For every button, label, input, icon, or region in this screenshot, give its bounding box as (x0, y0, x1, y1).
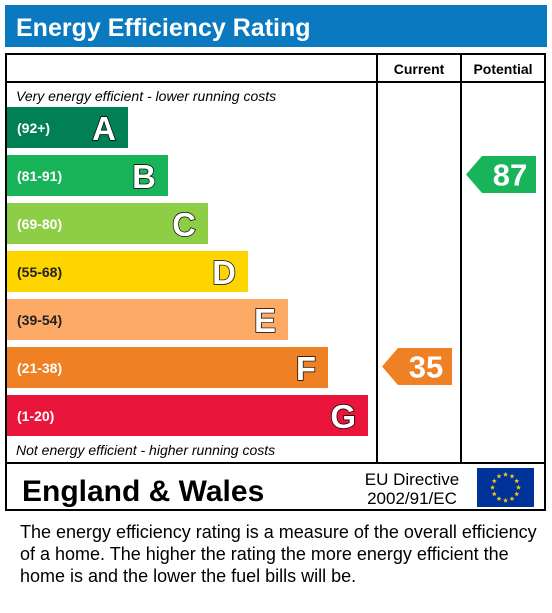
current-rating: 35 (382, 348, 452, 385)
band-range-f: (21-38) (17, 360, 62, 376)
band-d: (55-68) D (7, 251, 248, 292)
eu-star (490, 484, 495, 490)
band-bar-e (7, 299, 288, 340)
band-letter-e: E (254, 302, 276, 339)
band-bar-g (7, 395, 368, 436)
band-range-b: (81-91) (17, 168, 62, 184)
top-note: Very energy efficient - lower running co… (16, 88, 276, 104)
potential-rating-arrow (466, 156, 536, 193)
eu-star (509, 473, 515, 479)
eu-star (491, 478, 497, 484)
band-range-c: (69-80) (17, 216, 62, 232)
eu-star (491, 491, 497, 497)
rating-markers: 35 87 (382, 156, 536, 385)
band-letter-a: A (92, 110, 116, 147)
region-label: England & Wales (22, 475, 264, 508)
eu-star (496, 473, 502, 479)
eu-star (514, 478, 520, 484)
band-letter-c: C (172, 206, 196, 243)
band-a: (92+) A (7, 107, 128, 148)
chart-title: Energy Efficiency Rating (16, 14, 311, 42)
band-bar-d (7, 251, 248, 292)
directive-line-1: EU Directive (365, 470, 459, 489)
eu-star (509, 496, 515, 501)
band-e: (39-54) E (7, 299, 288, 340)
band-letter-d: D (212, 254, 236, 291)
rating-bands: (92+) A (81-91) B (69-80) C (55-68) D (39-54) E (2… (7, 107, 368, 436)
band-b: (81-91) B (7, 155, 168, 196)
eu-star (503, 497, 508, 503)
band-c: (69-80) C (7, 203, 208, 244)
eu-star (516, 484, 521, 490)
potential-header: Potential (473, 61, 532, 77)
directive-line-2: 2002/91/EC (367, 489, 457, 508)
current-rating-value: 35 (409, 350, 443, 385)
band-bar-f (7, 347, 328, 388)
current-header: Current (394, 61, 445, 77)
eu-star (503, 471, 508, 477)
bottom-note: Not energy efficient - higher running co… (16, 442, 275, 458)
band-g: (1-20) G (7, 395, 368, 436)
potential-rating-value: 87 (493, 158, 527, 193)
band-bar-b (7, 155, 168, 196)
band-bar-c (7, 203, 208, 244)
band-range-a: (92+) (17, 120, 50, 136)
band-range-g: (1-20) (17, 408, 54, 424)
chart-frame (5, 53, 546, 511)
band-letter-b: B (132, 158, 156, 195)
band-letter-g: G (330, 398, 356, 435)
eu-star (514, 491, 520, 497)
band-f: (21-38) F (7, 347, 328, 388)
eu-flag-icon (477, 468, 534, 507)
footer-description: The energy efficiency rating is a measur… (20, 522, 537, 586)
potential-rating: 87 (466, 156, 536, 193)
current-rating-arrow (382, 348, 452, 385)
band-letter-f: F (296, 350, 316, 387)
title-bar (5, 5, 547, 47)
eu-star (496, 496, 502, 501)
band-range-e: (39-54) (17, 312, 62, 328)
band-bar-a (7, 107, 128, 148)
band-range-d: (55-68) (17, 264, 62, 280)
